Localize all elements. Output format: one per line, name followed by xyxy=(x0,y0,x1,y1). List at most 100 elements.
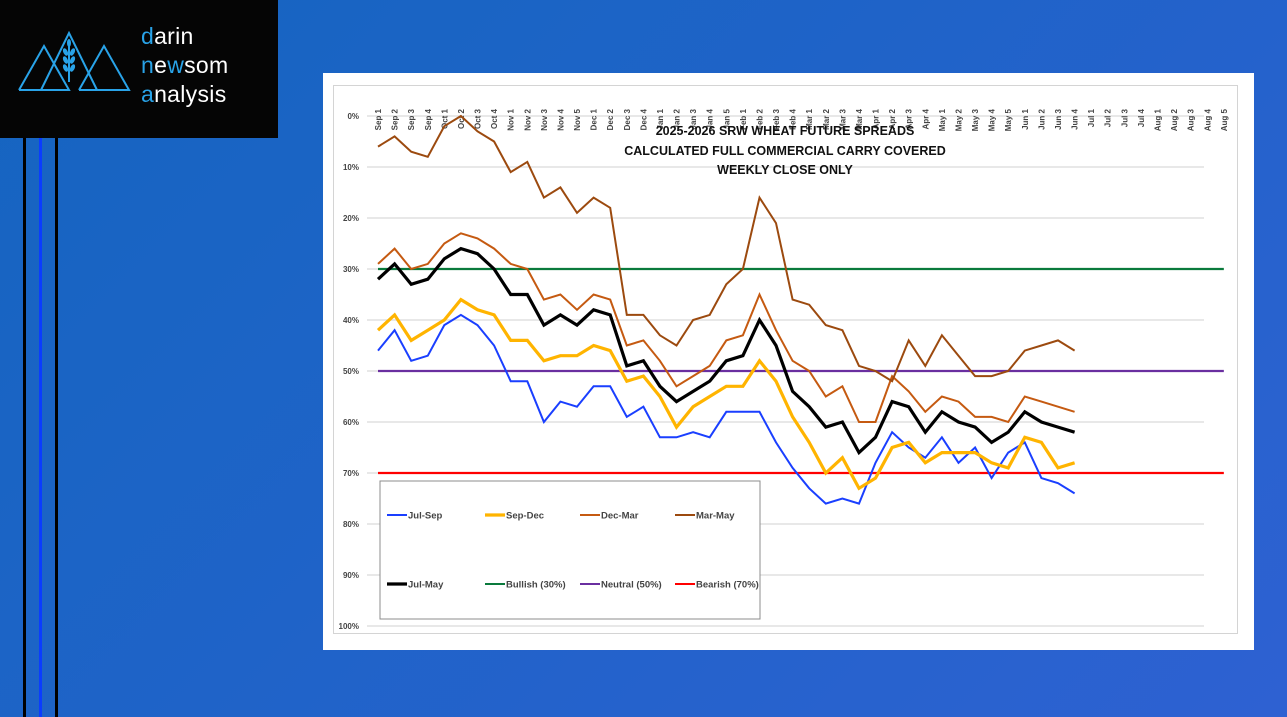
x-tick-label: Apr 2 xyxy=(888,108,897,129)
chart-legend: Jul-Sep Sep-Dec Dec-Mar Mar-May Jul-May Bulli… xyxy=(379,480,761,620)
x-tick-label: Mar 1 xyxy=(805,108,814,129)
chart-frame xyxy=(333,85,1238,634)
x-tick-label: Jul 1 xyxy=(1087,108,1096,127)
x-tick-label: Dec 4 xyxy=(639,108,648,130)
logo-accent-letter: w xyxy=(167,52,185,78)
x-tick-label: Oct 1 xyxy=(440,108,449,129)
x-tick-label: Nov 5 xyxy=(573,108,582,130)
y-tick-label: 60% xyxy=(343,418,359,427)
logo-text-part: som xyxy=(184,52,229,78)
x-tick-label: Nov 3 xyxy=(540,108,549,130)
x-tick-label: Feb 4 xyxy=(789,108,798,129)
x-tick-label: Jan 4 xyxy=(706,108,715,129)
x-tick-label: Mar 4 xyxy=(855,108,864,129)
x-tick-label: Apr 1 xyxy=(872,108,881,129)
x-tick-label: Apr 3 xyxy=(905,108,914,129)
logo-accent-letter: n xyxy=(141,52,155,78)
logo-line-3: analysis xyxy=(141,80,228,109)
logo-accent-letter: d xyxy=(141,23,155,49)
series-lines xyxy=(376,114,1076,505)
logo-text-part: e xyxy=(154,52,168,78)
x-tick-label: Nov 4 xyxy=(556,108,565,130)
series-line-dec-mar xyxy=(377,232,1075,424)
x-tick-label: Feb 3 xyxy=(772,108,781,129)
legend-box xyxy=(379,480,761,620)
x-tick-label: Aug 5 xyxy=(1220,108,1229,131)
legend-label: Dec-Mar xyxy=(601,511,639,522)
x-axis-ticks: Sep 1 Sep 2 Sep 3 Sep 4 Oct 1 Oct 2 Oct 3 Oct 4… xyxy=(374,108,1229,131)
x-tick-label: Feb 2 xyxy=(755,108,764,129)
x-tick-label: May 4 xyxy=(988,108,997,131)
x-tick-label: Aug 2 xyxy=(1170,108,1179,131)
series-line-mar-may xyxy=(377,114,1076,383)
x-tick-label: Jul 4 xyxy=(1137,108,1146,127)
x-tick-label: Jan 5 xyxy=(722,108,731,129)
x-tick-label: May 1 xyxy=(938,108,947,131)
y-tick-label: 70% xyxy=(343,469,359,478)
y-tick-label: 40% xyxy=(343,316,359,325)
y-tick-label: 10% xyxy=(343,163,359,172)
x-tick-label: Aug 4 xyxy=(1203,108,1212,131)
y-tick-label: 0% xyxy=(347,112,359,121)
logo-wordmark: darin newsom analysis xyxy=(141,22,228,109)
series-line-sep-dec xyxy=(376,297,1076,491)
x-tick-label: Feb 1 xyxy=(739,108,748,129)
x-tick-label: Jan 1 xyxy=(656,108,665,129)
y-axis-ticks: 0% 10% 20% 30% 40% 50% 60% 70% 80% 90% 100% xyxy=(339,112,359,631)
legend-label: Bullish (30%) xyxy=(506,580,566,591)
x-tick-label: Oct 4 xyxy=(490,108,499,129)
legend-label: Sep-Dec xyxy=(506,511,544,522)
decorative-vertical-bar xyxy=(23,138,26,717)
chart-title: 2025-2026 SRW WHEAT FUTURE SPREADS CALCU… xyxy=(624,124,946,177)
x-tick-label: Nov 1 xyxy=(507,108,516,130)
legend-label: Neutral (50%) xyxy=(601,580,662,591)
x-tick-label: Nov 2 xyxy=(523,108,532,130)
decorative-vertical-bar xyxy=(55,138,58,717)
logo-text-part: nalysis xyxy=(154,81,227,107)
chart-title-line-3: WEEKLY CLOSE ONLY xyxy=(717,163,853,177)
x-tick-label: Jun 4 xyxy=(1071,108,1080,129)
legend-label: Jul-Sep xyxy=(408,511,443,522)
x-tick-label: Sep 3 xyxy=(407,108,416,130)
x-tick-label: Apr 4 xyxy=(921,108,930,129)
x-tick-label: Dec 2 xyxy=(606,108,615,130)
legend-label: Mar-May xyxy=(696,511,735,522)
x-tick-label: Jul 2 xyxy=(1104,108,1113,127)
x-tick-label: Jun 3 xyxy=(1054,108,1063,129)
logo-text-part: arin xyxy=(154,23,194,49)
x-tick-label: Sep 4 xyxy=(424,108,433,130)
y-tick-label: 90% xyxy=(343,571,359,580)
x-tick-label: Mar 3 xyxy=(838,108,847,129)
logo-line-1: darin xyxy=(141,22,228,51)
x-tick-label: Jan 3 xyxy=(689,108,698,129)
x-tick-label: May 2 xyxy=(954,108,963,131)
x-tick-label: Aug 1 xyxy=(1153,108,1162,131)
logo-accent-letter: a xyxy=(141,81,155,107)
y-tick-label: 50% xyxy=(343,367,359,376)
logo-banner: darin newsom analysis xyxy=(0,0,278,138)
series-line-jul-may xyxy=(376,246,1076,456)
x-tick-label: Oct 2 xyxy=(457,108,466,129)
y-tick-label: 30% xyxy=(343,265,359,274)
y-tick-label: 80% xyxy=(343,520,359,529)
x-tick-label: Sep 2 xyxy=(391,108,400,130)
y-tick-label: 100% xyxy=(339,622,359,631)
chart-title-line-2: CALCULATED FULL COMMERCIAL CARRY COVERED xyxy=(624,144,946,158)
mountains-wheat-icon xyxy=(18,30,131,91)
chart-title-line-1: 2025-2026 SRW WHEAT FUTURE SPREADS xyxy=(656,124,915,138)
legend-label: Jul-May xyxy=(408,580,444,591)
reference-lines xyxy=(378,267,1224,475)
x-tick-label: Jul 3 xyxy=(1120,108,1129,127)
logo-line-2: newsom xyxy=(141,51,228,80)
y-tick-label: 20% xyxy=(343,214,359,223)
x-tick-label: May 5 xyxy=(1004,108,1013,131)
x-tick-label: Dec 3 xyxy=(623,108,632,130)
series-line-jul-sep xyxy=(377,313,1076,505)
x-tick-label: Mar 2 xyxy=(822,108,831,129)
x-tick-label: Oct 3 xyxy=(474,108,483,129)
legend-label: Bearish (70%) xyxy=(696,580,759,591)
x-tick-label: Jun 2 xyxy=(1037,108,1046,129)
x-tick-label: Aug 3 xyxy=(1187,108,1196,131)
